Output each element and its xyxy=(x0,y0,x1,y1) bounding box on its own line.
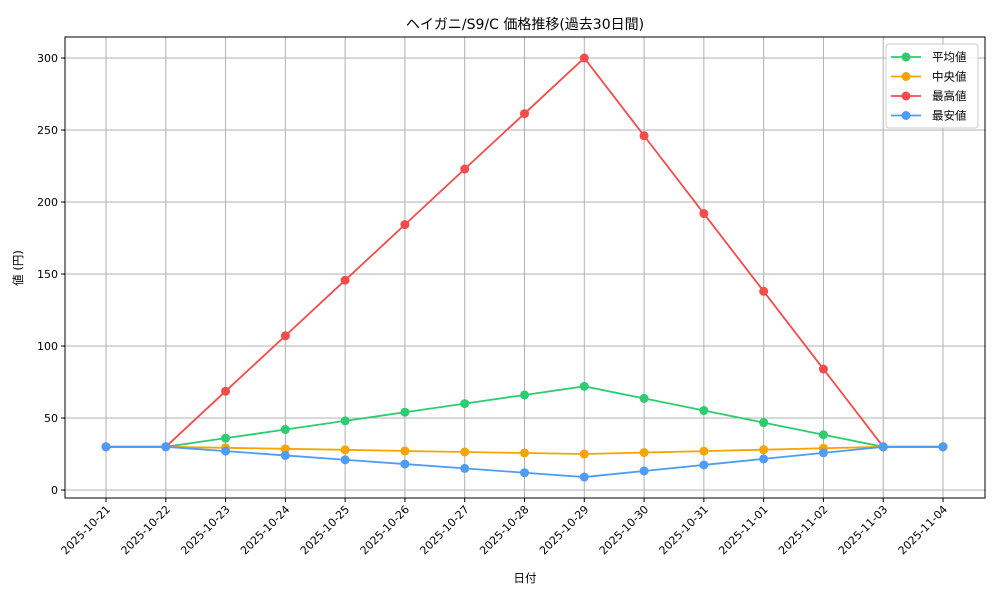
x-tick-label: 2025-10-25 xyxy=(298,503,352,557)
data-point xyxy=(579,381,589,391)
data-point xyxy=(161,442,171,452)
data-point xyxy=(938,442,948,452)
data-point xyxy=(639,448,649,458)
series-最安値 xyxy=(101,442,948,482)
data-point xyxy=(699,446,709,456)
data-point xyxy=(520,448,529,458)
legend-label: 中央値 xyxy=(932,70,967,84)
y-tick-label: 150 xyxy=(37,268,58,281)
data-point xyxy=(280,444,290,454)
data-point xyxy=(878,442,888,452)
data-point xyxy=(340,416,350,426)
legend-label: 最安値 xyxy=(932,109,967,123)
legend-marker xyxy=(901,52,911,62)
data-point xyxy=(280,450,290,460)
x-tick-label: 2025-10-21 xyxy=(59,503,113,557)
data-point xyxy=(221,386,231,396)
data-point xyxy=(520,109,529,119)
data-point xyxy=(460,399,470,409)
y-tick-label: 100 xyxy=(37,340,58,353)
data-point xyxy=(340,455,350,465)
data-point xyxy=(759,454,769,464)
legend-item: 最安値 xyxy=(891,109,967,123)
data-point xyxy=(101,442,111,452)
legend-label: 最高値 xyxy=(932,89,967,103)
legend-box xyxy=(885,43,979,129)
legend-item: 最高値 xyxy=(891,89,967,103)
x-tick-label: 2025-11-03 xyxy=(836,503,890,557)
gridlines xyxy=(65,37,985,498)
y-tick-label: 50 xyxy=(44,412,58,425)
data-point xyxy=(759,286,769,296)
data-point xyxy=(520,390,529,400)
data-point xyxy=(699,460,709,470)
data-point xyxy=(460,164,470,174)
data-point xyxy=(639,131,649,141)
x-axis: 2025-10-21 2025-10-22 2025-10-23 2025-10-24… xyxy=(59,498,950,557)
data-point xyxy=(639,393,649,403)
data-point xyxy=(639,466,649,476)
y-axis-label: 値 (円) xyxy=(11,250,25,286)
x-tick-label: 2025-10-30 xyxy=(597,503,651,557)
y-tick-label: 300 xyxy=(37,52,58,65)
x-tick-label: 2025-10-22 xyxy=(119,503,173,557)
data-point xyxy=(579,53,589,63)
legend-item: 中央値 xyxy=(891,70,967,84)
x-tick-label: 2025-10-29 xyxy=(537,503,591,557)
data-point xyxy=(221,433,231,443)
legend-item: 平均値 xyxy=(891,50,967,64)
x-tick-label: 2025-11-01 xyxy=(716,503,770,557)
legend-label: 平均値 xyxy=(932,50,967,64)
data-point xyxy=(460,447,470,457)
data-point xyxy=(579,449,589,459)
data-point xyxy=(699,406,709,416)
x-tick-label: 2025-10-27 xyxy=(417,503,471,557)
y-axis: 0 50 100 150 200 250 300 xyxy=(37,52,65,497)
data-point xyxy=(400,220,410,230)
data-point xyxy=(520,468,529,478)
x-tick-label: 2025-10-26 xyxy=(358,503,412,557)
y-tick-label: 250 xyxy=(37,124,58,137)
data-point xyxy=(340,445,350,455)
x-tick-label: 2025-11-02 xyxy=(776,503,830,557)
series-lines xyxy=(101,53,948,482)
data-point xyxy=(280,331,290,341)
x-tick-label: 2025-10-23 xyxy=(178,503,232,557)
data-point xyxy=(400,459,410,469)
data-point xyxy=(460,463,470,473)
data-point xyxy=(280,425,290,435)
x-tick-label: 2025-10-28 xyxy=(477,503,531,557)
data-point xyxy=(400,407,410,417)
legend-marker xyxy=(901,91,911,101)
chart-title: ヘイガニ/S9/C 価格推移(過去30日間) xyxy=(406,17,644,33)
data-point xyxy=(759,418,769,428)
legend-marker xyxy=(901,72,911,81)
data-point xyxy=(699,209,709,219)
legend-marker xyxy=(901,111,911,120)
x-axis-label: 日付 xyxy=(514,571,537,585)
data-point xyxy=(579,472,589,482)
x-tick-label: 2025-11-04 xyxy=(896,503,950,557)
y-tick-label: 200 xyxy=(37,196,58,209)
data-point xyxy=(818,430,828,440)
data-point xyxy=(221,446,231,456)
y-tick-label: 0 xyxy=(51,484,58,497)
data-point xyxy=(818,448,828,458)
data-point xyxy=(340,275,350,285)
data-point xyxy=(818,364,828,374)
data-point xyxy=(759,445,769,455)
x-tick-label: 2025-10-24 xyxy=(238,503,292,557)
data-point xyxy=(400,446,410,456)
x-tick-label: 2025-10-31 xyxy=(657,503,711,557)
